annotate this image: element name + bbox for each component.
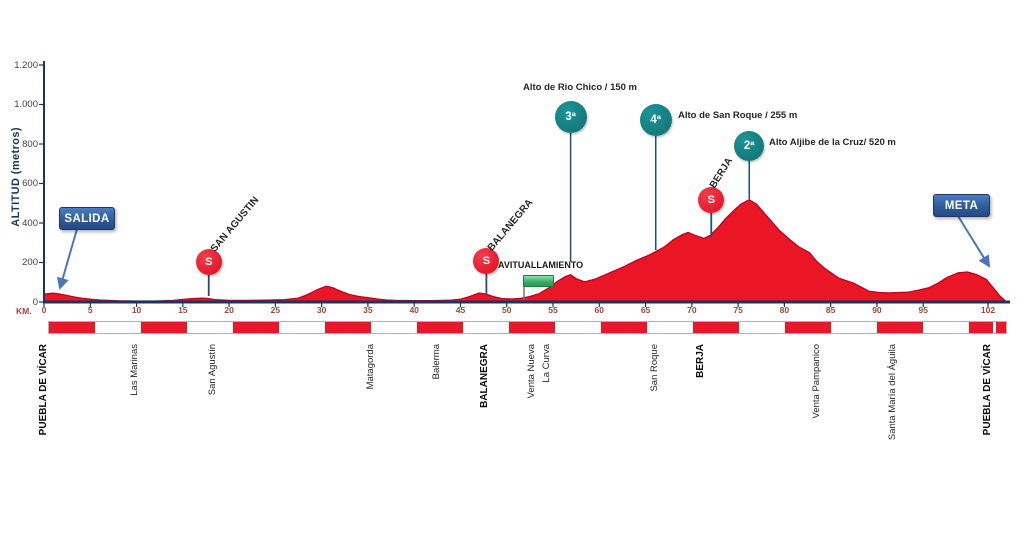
km-bar-segment [233,322,280,333]
salida-box: SALIDA [59,207,115,230]
x-tick-label: 0 [41,305,47,315]
x-tick-label: 60 [594,305,605,315]
x-tick-label: 45 [455,305,466,315]
x-tick-label: 15 [178,305,188,315]
meta-box: META [933,194,990,217]
x-tick-label: 25 [270,305,281,315]
town-label: PUEBLA DE VÍCAR [981,344,993,436]
town-label: BALANEGRA [478,344,490,408]
town-label: San Agustín [207,344,219,396]
x-tick-label: 90 [872,305,882,315]
km-bar-segment [417,322,464,333]
profile-area [43,198,1009,303]
town-label: BERJA [695,344,707,378]
sprint-badge: S [473,248,500,274]
climb-category-badge: 3ª [554,101,587,133]
climb-name-label: Alto de San Roque / 255 m [678,110,798,121]
x-tick-label: 80 [779,305,790,315]
feed-zone-label: AVITUALLAMIENTO [498,260,584,270]
sprint-badge: S [698,187,725,213]
meta-arrow [957,215,991,268]
x-tick-label: 70 [687,305,697,315]
x-tick-label: 65 [640,305,651,315]
x-tick-label: 75 [733,305,743,315]
km-bar-segment [325,322,372,333]
x-axis-unit-label: KM. [16,306,32,316]
town-label: Matagorda [364,344,376,390]
y-tick-label: 1.200 [14,59,38,71]
sprint-badge: S [195,249,222,275]
km-bar-segment [969,322,994,333]
y-tick-label: 1.000 [14,99,38,110]
km-bar-segment [509,322,556,333]
x-tick-label: 50 [502,305,512,315]
x-tick-label: 30 [316,305,327,315]
km-bar-segment [995,322,1006,333]
x-tick-label: 85 [825,305,836,315]
km-bar-segment [601,322,648,333]
x-tick-label: 40 [409,305,419,315]
y-tick-label: 600 [22,178,38,189]
km-bar-segment [141,322,188,333]
km-bar-segment [785,322,832,333]
climb-category-badge: 2ª [734,131,765,161]
town-label: Balerma [431,344,443,380]
x-tick-label: 55 [548,305,558,315]
x-tick-label: 95 [918,305,928,315]
climb-name-label: Alto Aljibe de la Cruz/ 520 m [769,137,896,148]
km-bar-segment [877,322,924,333]
climb-category-badge: 4ª [639,104,672,136]
climb-name-label: Alto de Rio Chico / 150 m [522,82,638,93]
town-label: Venta Nueva [525,344,537,399]
town-label: Venta Pampanico [810,344,822,419]
town-label: Santa María del Águila [886,344,898,441]
km-bar [48,321,1007,334]
x-tick-label: 5 [87,305,93,315]
town-label: San Roque [648,344,660,392]
y-tick-label: 400 [22,217,38,229]
feed-zone-flag-icon [523,275,554,287]
town-label: La Curva [541,344,553,383]
town-label: Las Marinas [128,344,140,396]
km-bar-segment [49,322,95,333]
y-tick-label: 0 [32,296,38,308]
x-tick-label: 10 [131,305,142,315]
y-tick-label: 800 [22,138,38,150]
km-bar-segment [693,322,740,333]
salida-arrow [57,228,78,290]
x-tick-label: 102 [980,305,996,315]
y-tick-label: 200 [22,257,38,268]
x-tick-label: 35 [363,305,373,315]
town-label: PUEBLA DE VÍCAR [38,344,49,436]
x-tick-label: 20 [224,305,234,315]
